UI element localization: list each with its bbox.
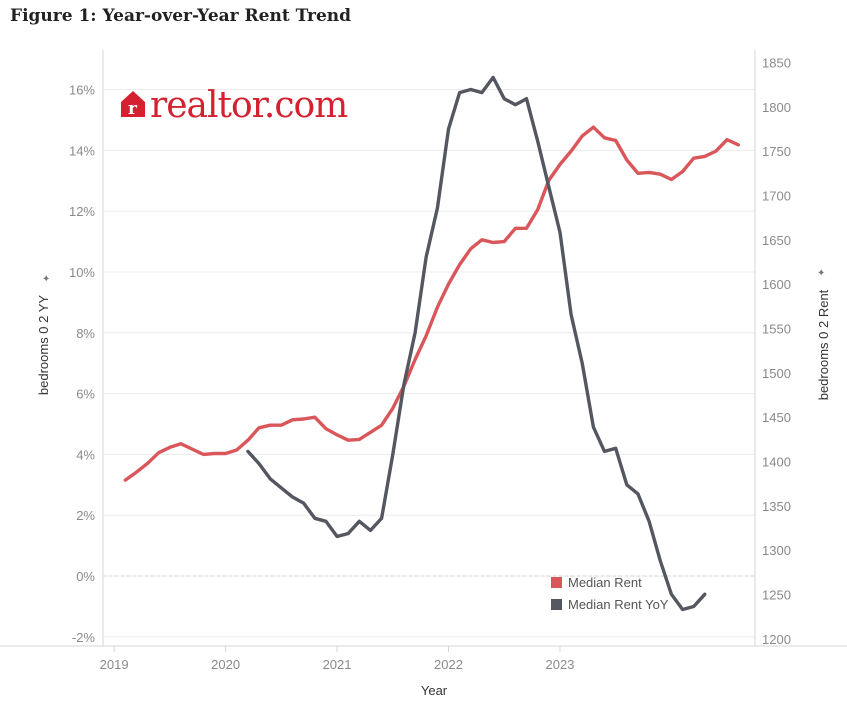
right-tick-label: 1550 xyxy=(762,321,791,336)
legend-label-median-rent-yoy: Median Rent YoY xyxy=(568,597,669,612)
right-tick-label: 1800 xyxy=(762,100,791,115)
legend-swatch-median-rent xyxy=(551,577,562,588)
right-tick-label: 1700 xyxy=(762,188,791,203)
left-axis: -2% 0% 2% 4% 6% 8% 10% 12% 14% 16% xyxy=(69,83,95,645)
left-axis-pin-icon: ✦ xyxy=(42,274,50,285)
left-tick-label: -2% xyxy=(72,630,96,645)
x-tick-label: 2020 xyxy=(211,657,240,672)
left-tick-label: 2% xyxy=(76,508,95,523)
right-tick-label: 1400 xyxy=(762,455,791,470)
series-line-median-rent-yoy xyxy=(246,75,707,612)
x-axis-title: Year xyxy=(421,683,448,698)
legend-swatch-median-rent-yoy xyxy=(551,599,562,610)
left-tick-label: 4% xyxy=(76,447,95,462)
right-tick-label: 1300 xyxy=(762,543,791,558)
left-tick-label: 14% xyxy=(69,143,95,158)
x-tick-label: 2021 xyxy=(323,657,352,672)
x-axis: 2019 2020 2021 2022 2023 xyxy=(100,646,574,672)
right-axis-title: bedrooms 0 2 Rent xyxy=(816,289,831,400)
left-tick-label: 16% xyxy=(69,83,95,98)
right-tick-label: 1350 xyxy=(762,499,791,514)
realtor-logo: r realtor.com xyxy=(121,85,349,126)
left-axis-title: bedrooms 0 2 YY xyxy=(36,295,51,396)
series-layer xyxy=(123,75,740,612)
logo-wordmark: realtor.com xyxy=(150,85,348,126)
right-tick-label: 1250 xyxy=(762,588,791,603)
right-tick-label: 1200 xyxy=(762,632,791,647)
left-tick-label: 0% xyxy=(76,569,95,584)
right-tick-label: 1750 xyxy=(762,144,791,159)
x-tick-label: 2022 xyxy=(434,657,463,672)
right-tick-label: 1650 xyxy=(762,233,791,248)
left-tick-label: 10% xyxy=(69,265,95,280)
right-tick-label: 1850 xyxy=(762,55,791,70)
figure-title: Figure 1: Year-over-Year Rent Trend xyxy=(10,6,352,26)
x-tick-label: 2023 xyxy=(545,657,574,672)
left-tick-label: 6% xyxy=(76,387,95,402)
right-tick-label: 1600 xyxy=(762,277,791,292)
legend: Median Rent Median Rent YoY xyxy=(551,575,669,612)
left-tick-label: 12% xyxy=(69,204,95,219)
left-tick-label: 8% xyxy=(76,326,95,341)
logo-mark-letter: r xyxy=(128,99,138,119)
right-axis-pin-icon: ✦ xyxy=(817,268,825,279)
right-tick-label: 1500 xyxy=(762,366,791,381)
right-axis: 1200 1250 1300 1350 1400 1450 1500 1550 1600 1650… xyxy=(762,55,791,646)
plot-frame xyxy=(0,50,847,647)
legend-label-median-rent: Median Rent xyxy=(568,575,642,590)
series-line-median-rent xyxy=(123,125,740,482)
house-logo-icon: r xyxy=(121,91,145,119)
x-tick-label: 2019 xyxy=(100,657,129,672)
right-tick-label: 1450 xyxy=(762,410,791,425)
